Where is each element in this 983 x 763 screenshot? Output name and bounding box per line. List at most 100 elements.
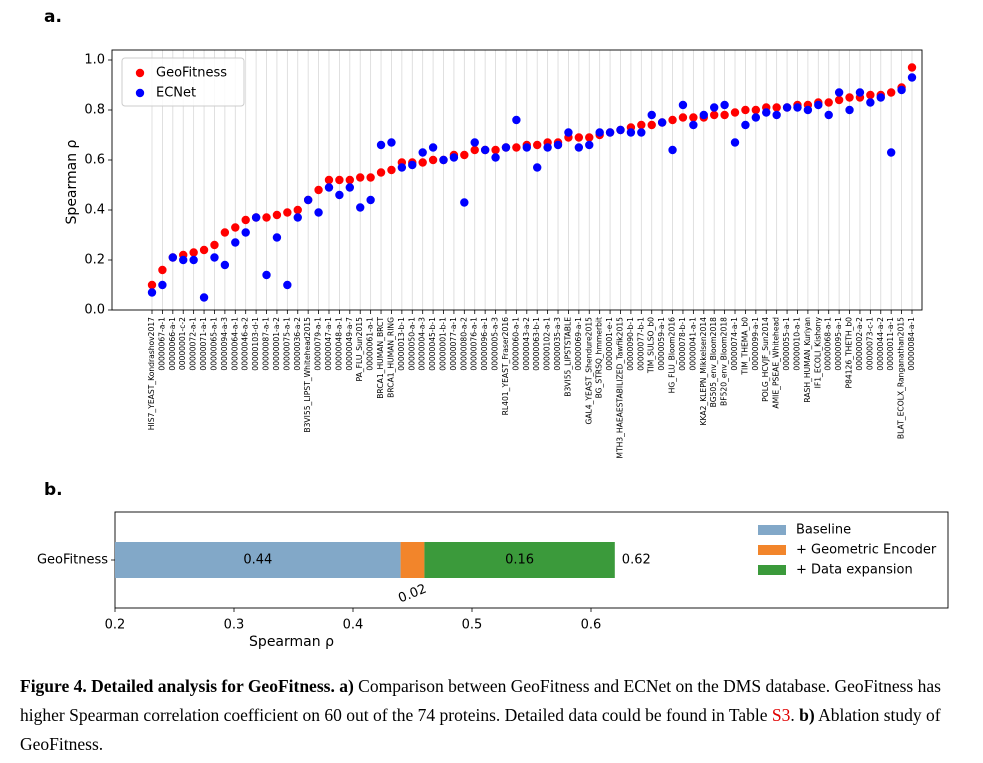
point bbox=[814, 100, 823, 110]
x-tick-label: 00000001-c-2 bbox=[178, 317, 187, 370]
point bbox=[845, 105, 854, 115]
x-tick-label: 00000068-a-1 bbox=[824, 317, 833, 371]
point bbox=[689, 113, 698, 122]
point bbox=[491, 145, 500, 155]
x-tick-label: 0.4 bbox=[343, 618, 364, 633]
value-label: 0.16 bbox=[505, 553, 534, 568]
point bbox=[751, 113, 761, 122]
bar-segment bbox=[424, 542, 615, 578]
point bbox=[408, 160, 417, 170]
y-tick-label: 0.8 bbox=[84, 103, 105, 118]
point bbox=[220, 260, 230, 270]
x-axis-label: Spearman ρ bbox=[249, 634, 334, 650]
x-tick-label: 00000077-a-1 bbox=[449, 317, 458, 371]
point bbox=[709, 103, 719, 112]
point bbox=[314, 208, 323, 217]
x-tick-label: 00000035-a-3 bbox=[553, 317, 562, 371]
point bbox=[314, 185, 323, 195]
point bbox=[241, 228, 250, 237]
bar-segment bbox=[115, 542, 401, 578]
point bbox=[428, 155, 438, 165]
point bbox=[272, 210, 282, 220]
legend-swatch bbox=[758, 545, 786, 555]
point bbox=[324, 183, 334, 192]
x-tick-label: 00000059-a-1 bbox=[657, 317, 666, 371]
point bbox=[158, 265, 167, 275]
point bbox=[720, 100, 729, 110]
panel-label: a. bbox=[44, 7, 62, 27]
point bbox=[886, 148, 896, 157]
point bbox=[730, 108, 740, 117]
point bbox=[210, 253, 219, 262]
x-tick-label: BG505_env_Bloom2018 bbox=[709, 317, 718, 408]
x-tick-label: 00000087-a-1 bbox=[262, 317, 271, 371]
legend-label: + Geometric Encoder bbox=[796, 543, 937, 558]
x-tick-label: 00000094-a-3 bbox=[220, 317, 229, 371]
point bbox=[657, 118, 667, 127]
y-tick-label: GeoFitness bbox=[37, 553, 108, 568]
legend-label: Baseline bbox=[796, 523, 851, 538]
point bbox=[480, 145, 490, 155]
x-tick-label: 0.2 bbox=[105, 618, 126, 633]
x-tick-label: 00000077-b-1 bbox=[636, 317, 645, 371]
point bbox=[803, 105, 813, 115]
x-tick-label: AMIE_PSEAE_Whitehead bbox=[772, 317, 781, 409]
point bbox=[585, 140, 594, 150]
x-tick-label: 00000005-a-3 bbox=[491, 317, 500, 371]
point bbox=[543, 143, 552, 152]
y-tick-label: 1.0 bbox=[84, 53, 105, 68]
x-tick-label: P84126_THETH_b0 bbox=[845, 317, 854, 389]
point bbox=[897, 85, 906, 95]
point bbox=[293, 213, 302, 222]
point bbox=[366, 173, 375, 182]
point bbox=[428, 143, 438, 152]
point bbox=[366, 195, 375, 205]
point bbox=[762, 108, 771, 117]
point bbox=[782, 103, 792, 112]
x-tick-label: 00000071-a-1 bbox=[199, 317, 208, 371]
x-tick-label: BLAT_ECOLX_Ranganathan2015 bbox=[897, 317, 906, 439]
legend-box bbox=[121, 57, 245, 107]
point bbox=[741, 105, 750, 115]
point bbox=[595, 128, 604, 137]
point bbox=[418, 158, 427, 167]
legend-label: ECNet bbox=[156, 86, 196, 101]
x-tick-label: 00000048-a-1 bbox=[334, 317, 343, 371]
x-tick-label: 00000069-a-1 bbox=[574, 317, 583, 371]
point bbox=[834, 95, 844, 105]
point bbox=[751, 105, 761, 115]
point bbox=[834, 88, 844, 97]
x-tick-label: 00000036-a-2 bbox=[293, 317, 302, 371]
point bbox=[730, 138, 740, 147]
legend-label: GeoFitness bbox=[156, 66, 227, 81]
x-tick-label: 00000044-a-2 bbox=[876, 317, 885, 371]
point bbox=[470, 145, 479, 155]
x-tick-label: 00000013-b-1 bbox=[397, 317, 406, 371]
caption-ref[interactable]: S3 bbox=[771, 705, 791, 725]
point bbox=[231, 238, 240, 247]
x-tick-label: TIM_THEMA_b0 bbox=[740, 317, 749, 376]
point bbox=[262, 213, 271, 222]
point bbox=[324, 175, 334, 185]
point bbox=[220, 228, 230, 237]
point bbox=[772, 103, 781, 112]
point bbox=[824, 98, 833, 107]
point bbox=[533, 140, 542, 150]
point bbox=[262, 270, 271, 280]
point bbox=[855, 88, 865, 97]
x-tick-label: 00000046-a-2 bbox=[241, 317, 250, 371]
point bbox=[356, 203, 365, 212]
x-tick-label: IF1_ECOLI_Kishony bbox=[813, 317, 822, 389]
point bbox=[616, 125, 625, 135]
legend-marker bbox=[135, 68, 145, 78]
x-tick-label: POLG_HCVJF_Sun2014 bbox=[761, 317, 770, 402]
point bbox=[210, 240, 219, 250]
x-tick-label: 00000064-a-1 bbox=[230, 317, 239, 371]
bars bbox=[115, 542, 615, 578]
point bbox=[678, 113, 688, 122]
x-tick-label: 00000103-d-1 bbox=[251, 317, 260, 371]
x-tick-label: TIM_SULSO_b0 bbox=[647, 317, 656, 374]
x-tick-label: 00000063-b-1 bbox=[532, 317, 541, 371]
point bbox=[397, 163, 407, 172]
x-tick-label: 00000073-c-1 bbox=[865, 317, 874, 370]
